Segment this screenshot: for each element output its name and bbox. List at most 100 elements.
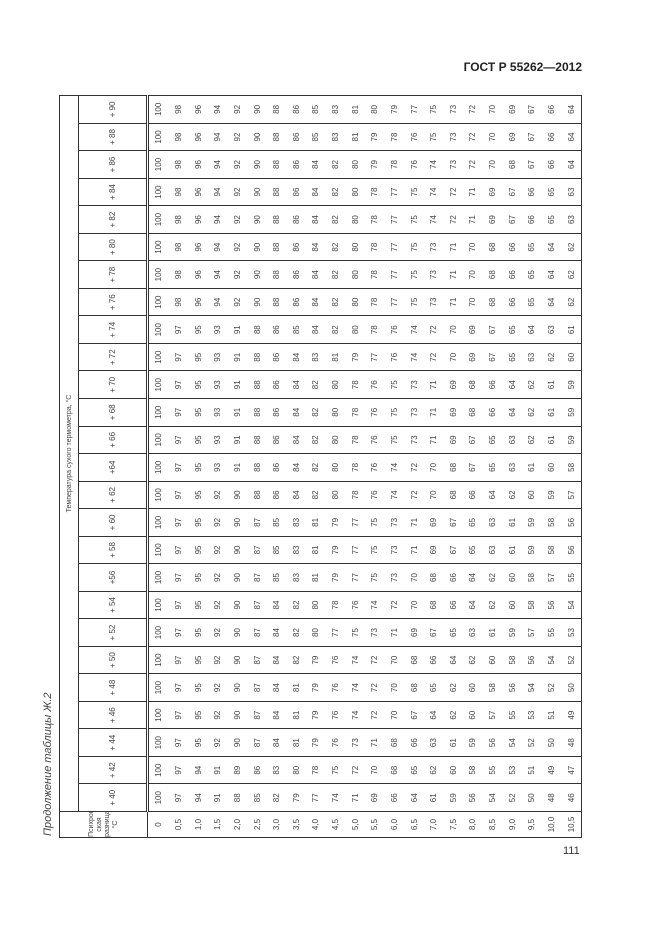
humidity-value-cell: 88 <box>247 481 267 509</box>
humidity-value-cell: 70 <box>463 260 483 289</box>
humidity-value-cell: 94 <box>208 288 228 316</box>
humidity-value-cell: 54 <box>482 783 503 812</box>
humidity-value-cell: 84 <box>306 233 326 261</box>
humidity-value-cell: 79 <box>384 95 405 124</box>
humidity-value-cell: 88 <box>266 233 287 261</box>
humidity-value-cell: 69 <box>404 618 424 647</box>
humidity-value-cell: 80 <box>306 618 326 647</box>
humidity-value-cell: 86 <box>286 178 307 206</box>
humidity-value-cell: 80 <box>345 288 366 316</box>
humidity-value-cell: 100 <box>147 756 169 784</box>
humidity-value-cell: 75 <box>325 756 346 784</box>
humidity-value-cell: 77 <box>384 233 405 261</box>
humidity-value-cell: 92 <box>208 536 228 564</box>
table-row: 3,5 79 80 81 81 81 82 82 82 83 83 83 84 84 84 84 84 84 85 8… <box>286 95 307 838</box>
humidity-value-cell: 78 <box>365 260 385 289</box>
humidity-value-cell: 84 <box>286 481 307 509</box>
humidity-value-cell: 67 <box>443 508 464 537</box>
humidity-value-cell: 75 <box>404 233 424 261</box>
psychrometric-difference-cell: 9,5 <box>522 811 542 838</box>
psychrometric-difference-cell: 4,5 <box>325 811 346 838</box>
humidity-value-cell: 54 <box>522 673 542 702</box>
humidity-value-cell: 57 <box>541 563 562 592</box>
humidity-value-cell: 73 <box>443 123 464 151</box>
humidity-value-cell: 88 <box>266 288 287 316</box>
humidity-value-cell: 90 <box>227 591 248 619</box>
humidity-value-cell: 88 <box>247 371 267 399</box>
humidity-value-cell: 100 <box>147 205 169 234</box>
humidity-value-cell: 80 <box>325 371 346 399</box>
humidity-value-cell: 80 <box>345 315 366 344</box>
humidity-value-cell: 86 <box>266 371 287 399</box>
humidity-value-cell: 79 <box>306 701 326 729</box>
humidity-value-cell: 92 <box>208 728 228 757</box>
humidity-value-cell: 82 <box>325 150 346 179</box>
humidity-value-cell: 50 <box>522 783 542 812</box>
humidity-value-cell: 69 <box>443 426 464 454</box>
humidity-value-cell: 92 <box>208 673 228 702</box>
humidity-value-cell: 63 <box>561 205 582 234</box>
humidity-value-cell: 56 <box>522 646 542 674</box>
dry-thermometer-temperature-header: Температура сухого термометра, °С <box>59 95 79 812</box>
humidity-value-cell: 88 <box>266 178 287 206</box>
humidity-value-cell: 68 <box>423 591 444 619</box>
humidity-value-cell: 66 <box>522 178 542 206</box>
humidity-value-cell: 72 <box>443 178 464 206</box>
psychrometric-difference-cell: 5,5 <box>365 811 385 838</box>
humidity-value-cell: 72 <box>365 646 385 674</box>
humidity-value-cell: 71 <box>423 398 444 427</box>
humidity-value-cell: 59 <box>502 618 523 647</box>
temperature-header-cell: + 48 <box>78 673 148 702</box>
temperature-header-cell: + 54 <box>78 591 148 619</box>
humidity-value-cell: 69 <box>482 178 503 206</box>
humidity-value-cell: 80 <box>345 178 366 206</box>
humidity-value-cell: 76 <box>365 453 385 482</box>
humidity-value-cell: 80 <box>325 398 346 427</box>
humidity-value-cell: 90 <box>247 95 267 124</box>
psychrometric-difference-cell: 4,0 <box>306 811 326 838</box>
humidity-value-cell: 68 <box>404 673 424 702</box>
humidity-value-cell: 62 <box>561 260 582 289</box>
rotated-table-block: Продолжение таблицы Ж.2 Психрометриче-ск… <box>37 95 582 838</box>
humidity-value-cell: 64 <box>404 783 424 812</box>
humidity-value-cell: 80 <box>365 95 385 124</box>
humidity-value-cell: 88 <box>266 123 287 151</box>
humidity-value-cell: 92 <box>208 481 228 509</box>
humidity-value-cell: 98 <box>168 260 189 289</box>
humidity-value-cell: 86 <box>286 95 307 124</box>
humidity-value-cell: 79 <box>365 150 385 179</box>
humidity-value-cell: 100 <box>147 783 169 812</box>
humidity-value-cell: 48 <box>561 728 582 757</box>
humidity-value-cell: 74 <box>404 315 424 344</box>
humidity-value-cell: 75 <box>423 123 444 151</box>
humidity-value-cell: 98 <box>168 123 189 151</box>
humidity-value-cell: 100 <box>147 453 169 482</box>
humidity-value-cell: 97 <box>168 783 189 812</box>
humidity-value-cell: 95 <box>188 426 209 454</box>
humidity-value-cell: 79 <box>286 783 307 812</box>
psychrometric-difference-cell: 2,5 <box>247 811 267 838</box>
humidity-value-cell: 86 <box>286 260 307 289</box>
humidity-value-cell: 53 <box>502 756 523 784</box>
humidity-value-cell: 55 <box>541 618 562 647</box>
humidity-value-cell: 62 <box>522 371 542 399</box>
humidity-value-cell: 89 <box>227 756 248 784</box>
psychrometric-difference-cell: 9,0 <box>502 811 523 838</box>
psychrometric-difference-cell: 2,0 <box>227 811 248 838</box>
table-caption: Продолжение таблицы Ж.2 <box>42 692 54 836</box>
humidity-value-cell: 91 <box>208 756 228 784</box>
humidity-value-cell: 87 <box>247 508 267 537</box>
table-row: 10,5 46 47 48 49 50 52 53 54 55 56 56 57 58 59 59 59 60 61… <box>561 95 582 838</box>
humidity-value-cell: 79 <box>365 123 385 151</box>
humidity-value-cell: 82 <box>306 371 326 399</box>
humidity-value-cell: 97 <box>168 398 189 427</box>
humidity-value-cell: 74 <box>384 453 405 482</box>
humidity-value-cell: 85 <box>266 536 287 564</box>
humidity-value-cell: 77 <box>384 178 405 206</box>
humidity-value-cell: 84 <box>266 591 287 619</box>
humidity-value-cell: 79 <box>325 563 346 592</box>
humidity-value-cell: 67 <box>443 536 464 564</box>
humidity-value-cell: 70 <box>482 123 503 151</box>
humidity-value-cell: 100 <box>147 343 169 371</box>
humidity-value-cell: 95 <box>188 563 209 592</box>
